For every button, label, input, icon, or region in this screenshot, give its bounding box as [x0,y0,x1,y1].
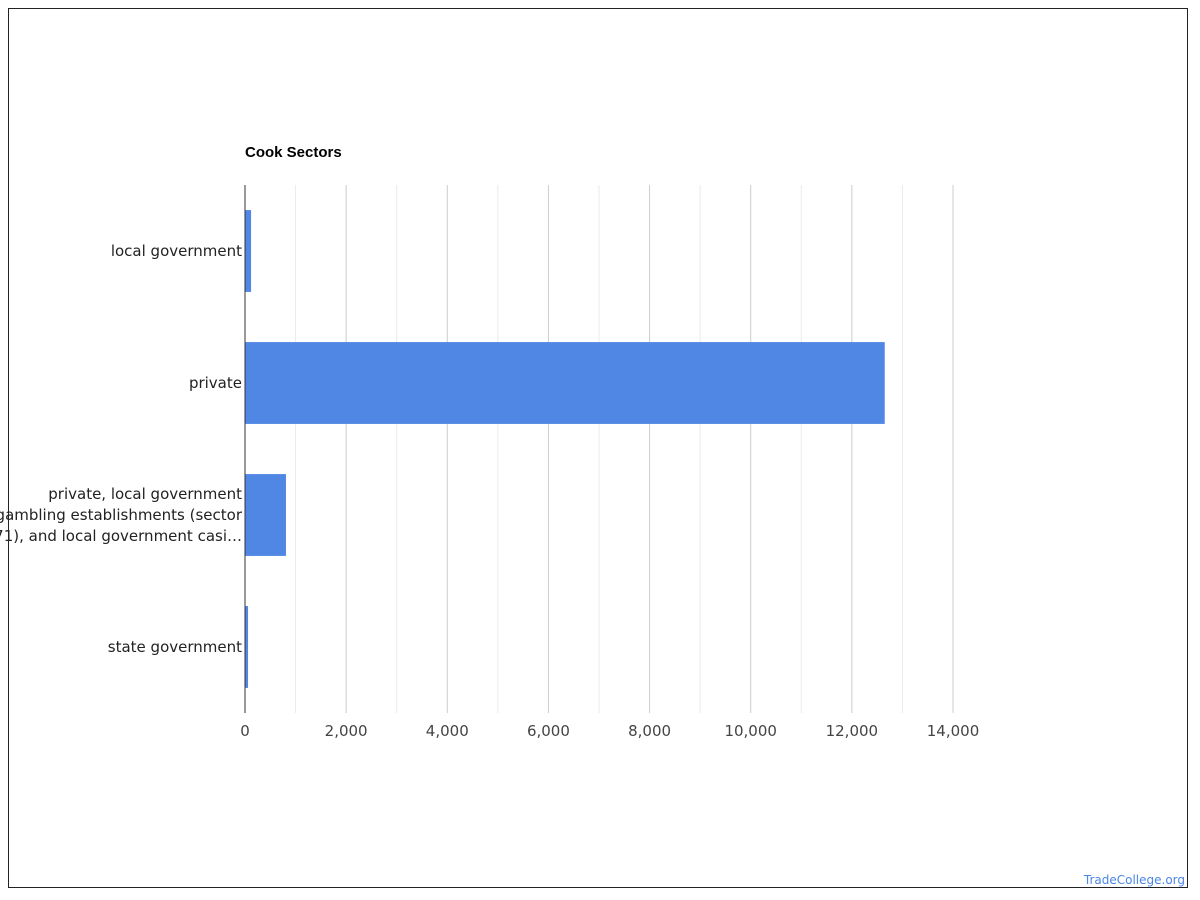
category-labels: local government private private, local go… [0,242,243,656]
bars [245,210,885,688]
x-tick-label: 6,000 [527,722,570,740]
category-label: local government [111,242,242,260]
bar[interactable] [245,474,286,556]
x-tick-label: 8,000 [628,722,671,740]
x-tick-label: 4,000 [426,722,469,740]
category-label: private, local government [48,485,242,503]
x-tick-labels: 0 2,000 4,000 6,000 8,000 10,000 12,000 14,000 [240,722,979,740]
bar[interactable] [245,342,885,424]
gridlines [295,185,954,713]
category-label: state government [108,638,242,656]
tradecollege-link[interactable]: TradeCollege.org [1083,873,1185,887]
bar[interactable] [245,606,249,688]
x-tick-label: 12,000 [826,722,879,740]
category-label: private [189,374,242,392]
chart-title: Cook Sectors [245,144,342,161]
chart-frame [8,8,1188,888]
x-tick-label: 0 [240,722,250,740]
category-label: gambling establishments (sector [0,506,243,524]
bar[interactable] [245,210,252,292]
x-tick-label: 10,000 [724,722,777,740]
x-tick-label: 14,000 [927,722,980,740]
x-tick-label: 2,000 [325,722,368,740]
category-label: 71), and local government casi… [0,527,242,545]
